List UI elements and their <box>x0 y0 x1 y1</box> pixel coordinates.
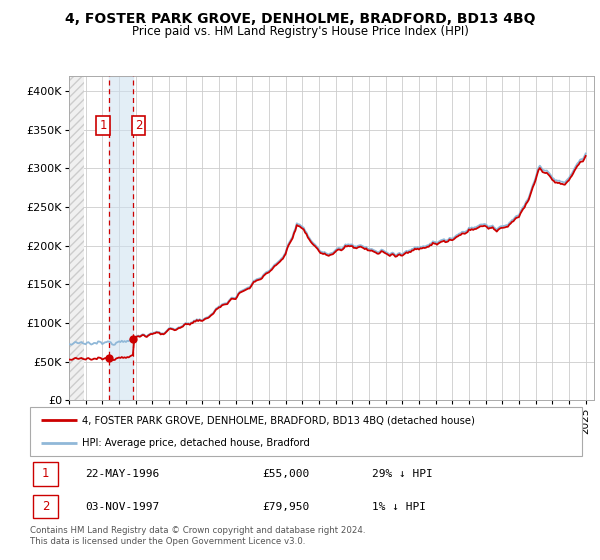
Text: 4, FOSTER PARK GROVE, DENHOLME, BRADFORD, BD13 4BQ: 4, FOSTER PARK GROVE, DENHOLME, BRADFORD… <box>65 12 535 26</box>
Text: 22-MAY-1996: 22-MAY-1996 <box>85 469 160 479</box>
Text: 2: 2 <box>42 500 49 513</box>
Text: 29% ↓ HPI: 29% ↓ HPI <box>372 469 433 479</box>
Text: 4, FOSTER PARK GROVE, DENHOLME, BRADFORD, BD13 4BQ (detached house): 4, FOSTER PARK GROVE, DENHOLME, BRADFORD… <box>82 416 475 426</box>
Text: Contains HM Land Registry data © Crown copyright and database right 2024.
This d: Contains HM Land Registry data © Crown c… <box>30 526 365 546</box>
Text: £79,950: £79,950 <box>262 502 309 511</box>
Text: 1: 1 <box>99 119 107 132</box>
Text: 1: 1 <box>42 468 49 480</box>
FancyBboxPatch shape <box>30 407 582 456</box>
FancyBboxPatch shape <box>34 462 58 486</box>
Text: Price paid vs. HM Land Registry's House Price Index (HPI): Price paid vs. HM Land Registry's House … <box>131 25 469 38</box>
FancyBboxPatch shape <box>34 495 58 518</box>
Text: 1% ↓ HPI: 1% ↓ HPI <box>372 502 426 511</box>
Text: £55,000: £55,000 <box>262 469 309 479</box>
Text: 03-NOV-1997: 03-NOV-1997 <box>85 502 160 511</box>
Text: 2: 2 <box>135 119 143 132</box>
Bar <box>109 76 133 400</box>
Text: HPI: Average price, detached house, Bradford: HPI: Average price, detached house, Brad… <box>82 438 310 448</box>
